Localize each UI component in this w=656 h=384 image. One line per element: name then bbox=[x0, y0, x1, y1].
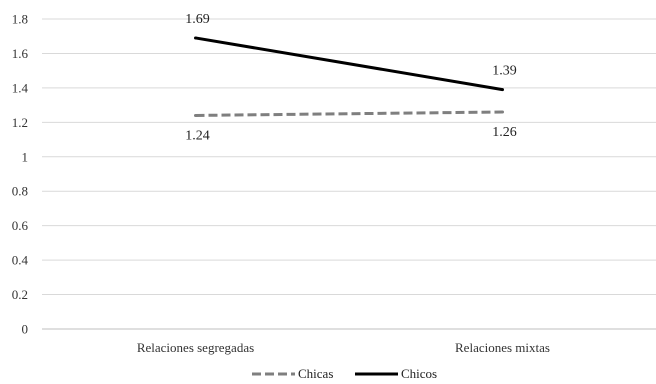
data-point-chicas-0 bbox=[194, 113, 197, 117]
y-tick-label-4: 0.8 bbox=[12, 184, 28, 199]
series-line-chicos bbox=[195, 36, 503, 92]
data-label-chicos-0: 1.69 bbox=[185, 12, 210, 27]
data-label-chicas-1: 1.26 bbox=[492, 125, 517, 140]
y-tick-label-5: 1 bbox=[22, 149, 29, 164]
y-tick-label-6: 1.2 bbox=[12, 115, 28, 130]
data-label-chicas-0: 1.24 bbox=[185, 128, 210, 143]
series-lines bbox=[194, 36, 504, 117]
y-tick-label-7: 1.4 bbox=[12, 80, 29, 95]
legend-label-chicos: Chicos bbox=[401, 366, 437, 381]
data-point-chicos-1 bbox=[501, 88, 504, 92]
y-tick-label-0: 0 bbox=[22, 322, 29, 337]
data-labels: 1.24 1.26 1.69 1.39 bbox=[185, 12, 517, 143]
data-point-chicas-1 bbox=[501, 110, 504, 114]
y-tick-label-9: 1.8 bbox=[12, 12, 28, 27]
series-line-chicas bbox=[195, 110, 503, 117]
y-tick-label-3: 0.6 bbox=[12, 218, 29, 233]
legend-label-chicas: Chicas bbox=[298, 366, 333, 381]
legend: Chicas Chicos bbox=[252, 366, 437, 381]
y-tick-label-8: 1.6 bbox=[12, 46, 29, 61]
axes: 0 0.2 0.4 0.6 0.8 1 1.2 1.4 1.6 1.8 Relaciones seg… bbox=[12, 12, 656, 355]
data-point-chicos-0 bbox=[194, 36, 197, 40]
gridlines bbox=[42, 18, 656, 296]
y-tick-label-2: 0.4 bbox=[12, 253, 29, 268]
data-label-chicos-1: 1.39 bbox=[492, 64, 517, 79]
y-tick-label-1: 0.2 bbox=[12, 287, 28, 302]
x-tick-label-relaciones-segregadas: Relaciones segregadas bbox=[137, 340, 254, 355]
x-tick-label-relaciones-mixtas: Relaciones mixtas bbox=[455, 340, 550, 355]
